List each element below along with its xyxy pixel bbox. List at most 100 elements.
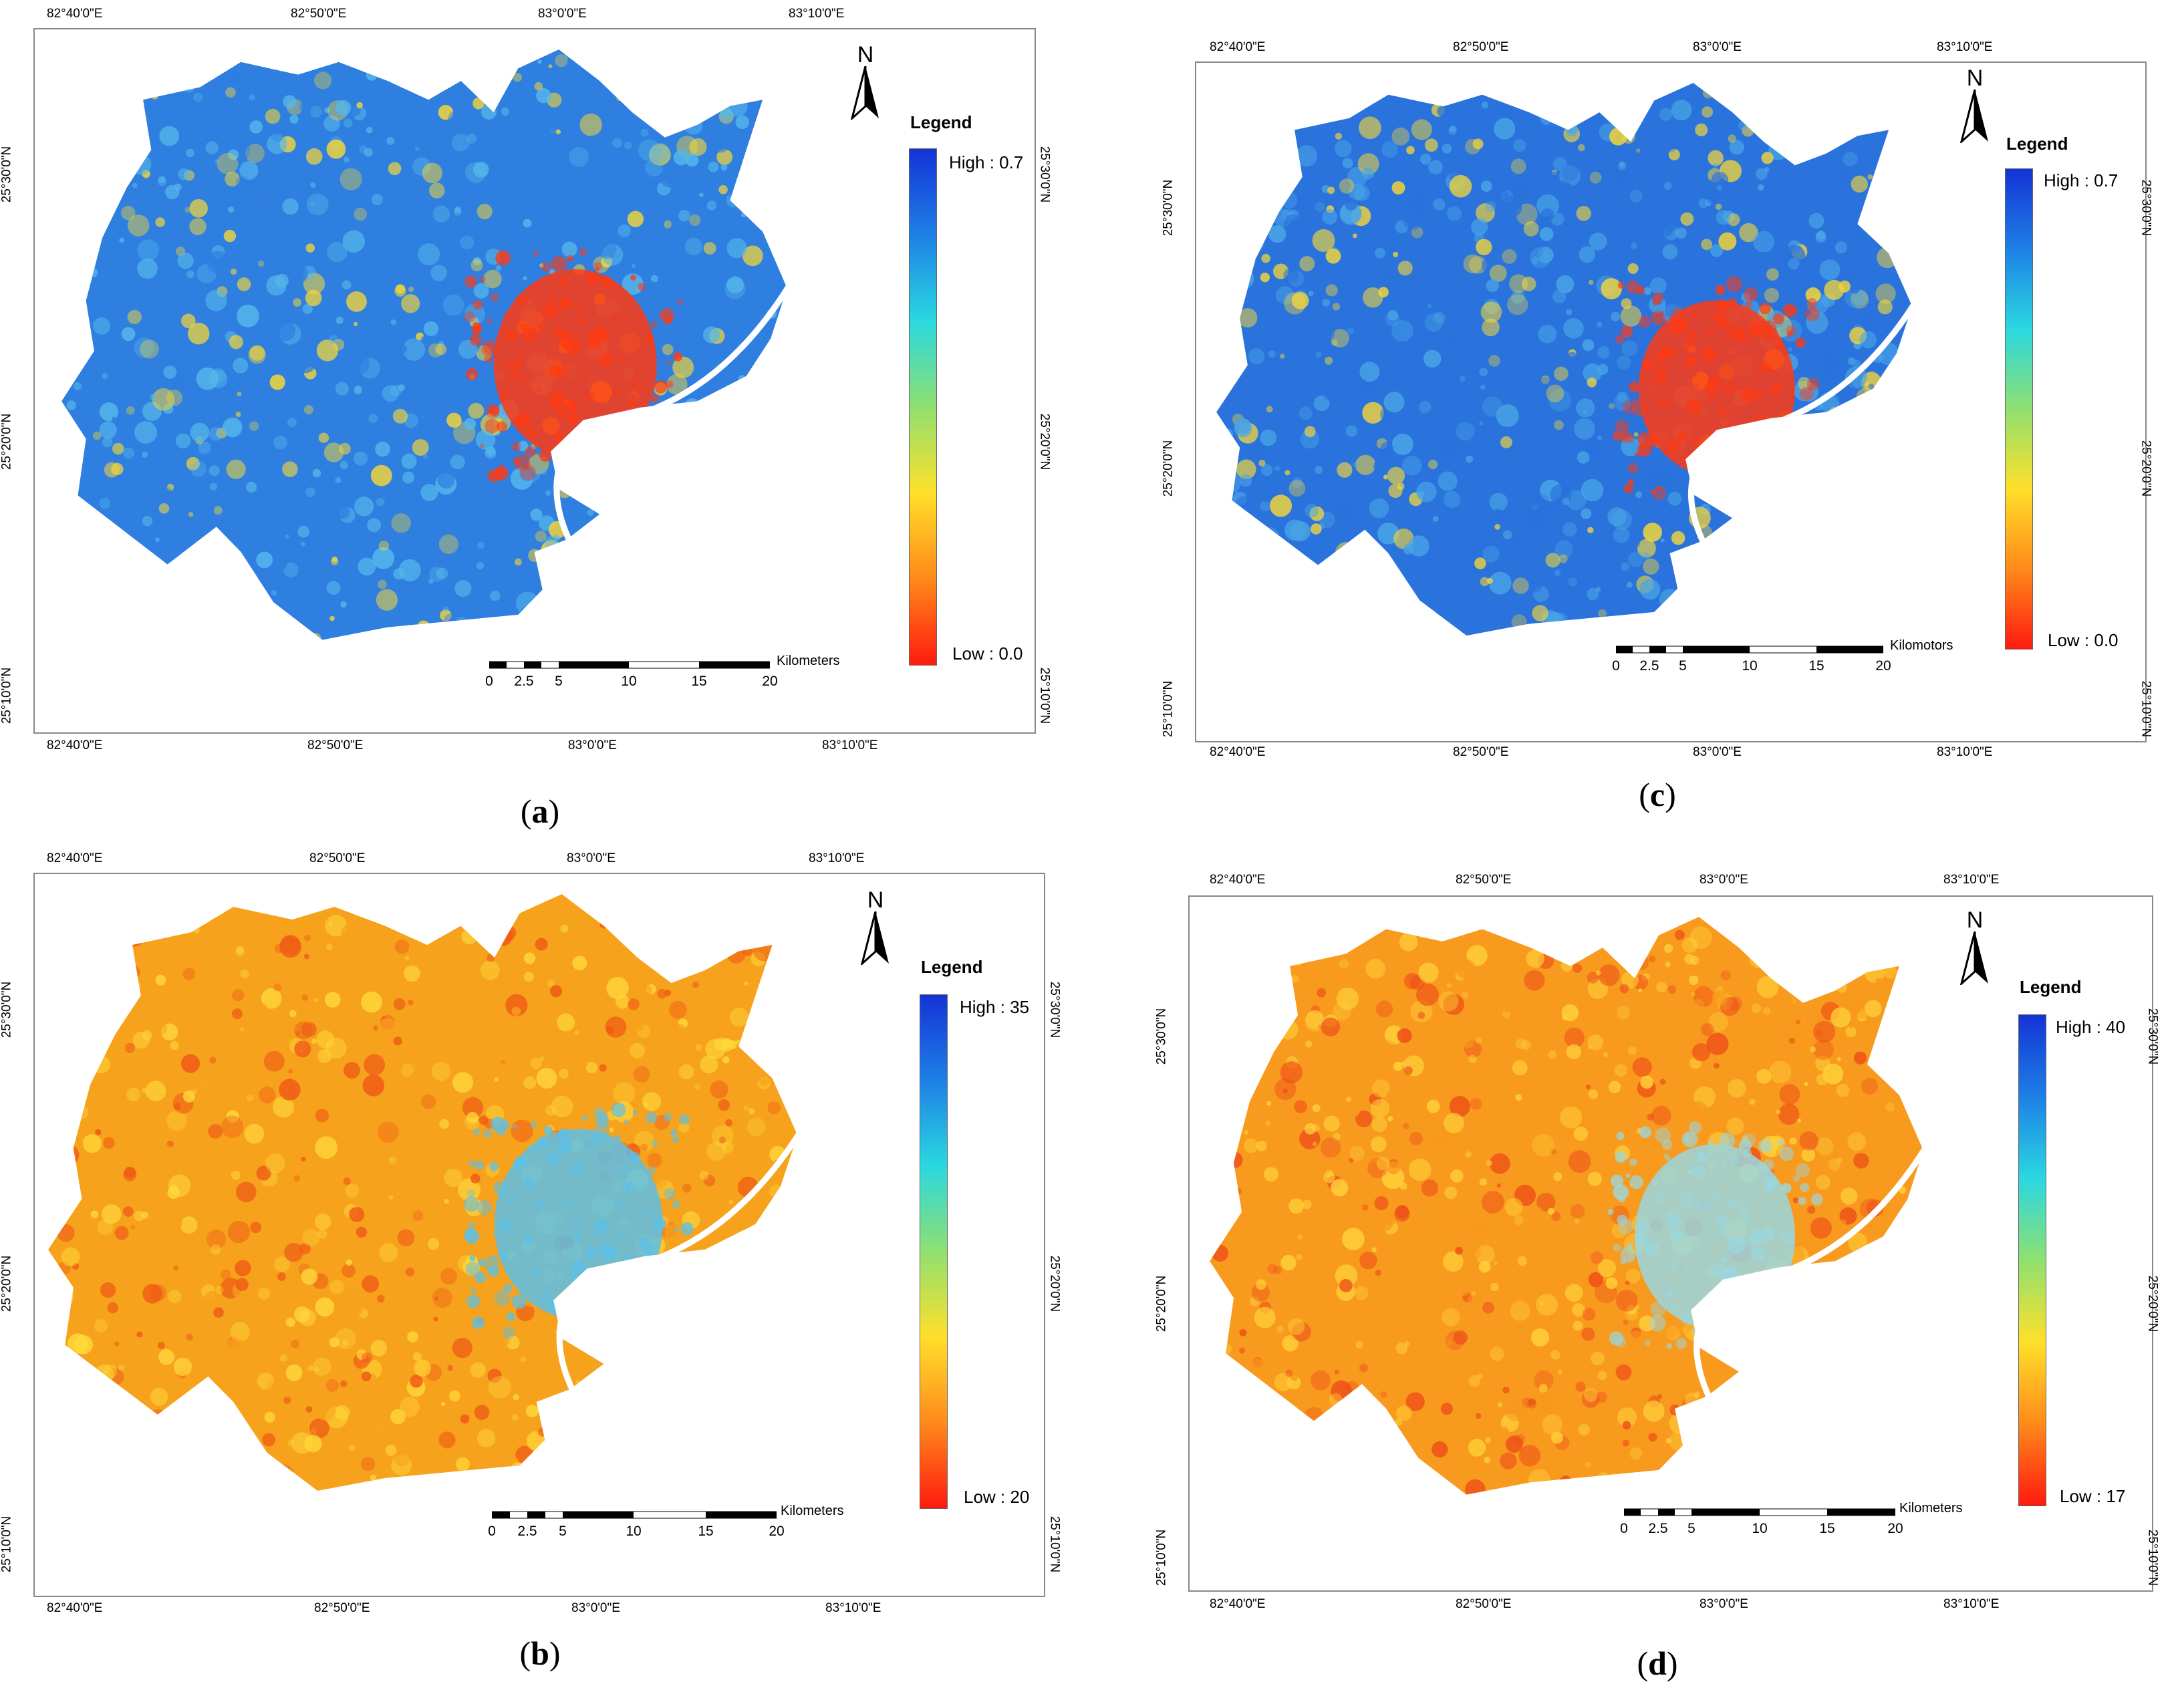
bottom-lon-label: 83°0'0"E [571, 1601, 620, 1615]
top-lon-label: 82°50'0"E [1453, 40, 1509, 54]
scale-tick-label: 20 [1887, 1521, 1903, 1536]
scale-tick-label: 15 [698, 1524, 714, 1539]
bottom-lon-label: 83°10'0"E [1943, 1597, 2000, 1611]
scale-tick-label: 2.5 [1639, 658, 1659, 674]
scale-tick-label: 0 [485, 674, 493, 689]
top-lon-label: 83°0'0"E [1700, 873, 1748, 887]
legend-title: Legend [910, 112, 972, 132]
bottom-lon-label: 83°0'0"E [1693, 745, 1742, 759]
scale-tick-label: 0 [1620, 1521, 1628, 1536]
scale-tick-label: 15 [1808, 658, 1824, 674]
scale-tick-label: 2.5 [517, 1524, 537, 1539]
scale-unit-label: Kilometers [1899, 1501, 1963, 1516]
right-lat-label: 25°30'0"N [2145, 1008, 2160, 1065]
top-lon-label: 82°50'0"E [1456, 873, 1512, 887]
top-lon-label: 83°10'0"E [789, 7, 845, 21]
map-area [61, 49, 787, 640]
left-lat-label: 25°10'0"N [1161, 680, 1176, 738]
scale-tick-label: 5 [1679, 658, 1687, 674]
scale-tick-label: 10 [621, 674, 637, 689]
bottom-lon-label: 83°10'0"E [1937, 745, 1993, 759]
north-label: N [1966, 65, 1984, 91]
scale-bar-graphic [491, 1511, 777, 1519]
map-raster [1210, 917, 1923, 1495]
left-lat-label: 25°30'0"N [1154, 1008, 1169, 1065]
legend-high-label: High : 35 [960, 997, 1030, 1017]
legend-color-ramp [909, 148, 937, 666]
top-lon-label: 83°0'0"E [1693, 40, 1742, 54]
left-lat-label: 25°10'0"N [0, 1516, 14, 1573]
scale-tick-label: 5 [555, 674, 563, 689]
north-arrow-icon [1959, 89, 1988, 145]
scale-bar: Kilometers 0 2.5 5 10 15 20 [485, 654, 839, 689]
legend-title: Legend [2020, 977, 2082, 997]
scale-tick-label: 20 [1875, 658, 1891, 674]
right-lat-label: 25°20'0"N [2139, 440, 2153, 497]
scale-bar-graphic [489, 661, 771, 669]
map-raster [48, 894, 798, 1491]
left-lat-label: 25°30'0"N [1161, 179, 1176, 237]
bottom-lon-label: 82°50'0"E [307, 738, 364, 752]
top-lon-label: 82°50'0"E [309, 851, 366, 865]
scale-tick-label: 0 [1612, 658, 1620, 674]
top-lon-label: 82°50'0"E [291, 7, 347, 21]
panel-d: 82°40'0"E 82°50'0"E 83°0'0"E 83°10'0"E 2… [1129, 869, 2172, 1708]
right-lat-label: 25°20'0"N [1047, 1255, 1062, 1312]
left-lat-label: 25°20'0"N [0, 1255, 14, 1312]
right-lat-label: 25°30'0"N [1047, 981, 1062, 1038]
top-lon-label: 82°40'0"E [47, 851, 103, 865]
map-area [1210, 917, 1923, 1495]
panel-caption: (d) [1637, 1645, 1678, 1682]
north-label: N [867, 887, 884, 913]
map-area [48, 894, 798, 1491]
scale-unit-label: Kilomotors [1890, 638, 1953, 653]
scale-unit-label: Kilometers [781, 1504, 844, 1518]
map-raster [1216, 83, 1913, 636]
legend-low-label: Low : 0.0 [952, 644, 1023, 664]
scale-tick-label: 2.5 [514, 674, 534, 689]
scale-bar-graphic [1623, 1508, 1896, 1516]
map-area [1216, 83, 1913, 636]
panel-caption: (c) [1639, 776, 1676, 813]
legend-color-ramp [2018, 1014, 2046, 1506]
legend-high-label: High : 0.7 [2044, 170, 2119, 190]
top-lon-label: 83°10'0"E [1943, 873, 2000, 887]
north-arrow: N [1955, 67, 1995, 146]
bottom-lon-label: 82°50'0"E [1453, 745, 1509, 759]
bottom-lon-label: 83°10'0"E [825, 1601, 881, 1615]
legend-low-label: Low : 20 [964, 1487, 1030, 1507]
legend-high-label: High : 40 [2056, 1017, 2126, 1037]
north-arrow-icon [850, 65, 879, 122]
scale-tick-label: 10 [626, 1524, 642, 1539]
bottom-lon-label: 82°40'0"E [1210, 745, 1266, 759]
map-raster [61, 49, 787, 640]
panel-c: 82°40'0"E 82°50'0"E 83°0'0"E 83°10'0"E 2… [1129, 27, 2172, 855]
left-lat-label: 25°10'0"N [0, 667, 14, 724]
north-arrow-icon [1959, 931, 1988, 987]
bottom-lon-label: 83°0'0"E [568, 738, 617, 752]
legend-title: Legend [2006, 134, 2068, 154]
map-frame [1188, 895, 2153, 1592]
bottom-lon-label: 82°40'0"E [47, 1601, 103, 1615]
right-lat-label: 25°10'0"N [1047, 1516, 1062, 1573]
map-frame [33, 873, 1045, 1597]
left-lat-label: 25°30'0"N [0, 981, 14, 1038]
top-lon-label: 82°40'0"E [1210, 40, 1266, 54]
scale-tick-label: 2.5 [1648, 1521, 1668, 1536]
top-lon-label: 83°10'0"E [809, 851, 865, 865]
legend-low-label: Low : 17 [2060, 1486, 2126, 1506]
top-lon-label: 82°40'0"E [1210, 873, 1266, 887]
bottom-lon-label: 83°10'0"E [822, 738, 878, 752]
legend-high-label: High : 0.7 [949, 152, 1024, 172]
bottom-lon-label: 82°50'0"E [314, 1601, 370, 1615]
north-arrow: N [845, 43, 886, 123]
caption-letter: c [1649, 776, 1665, 813]
legend-color-ramp [2005, 168, 2033, 650]
panel-caption: (b) [519, 1634, 561, 1672]
map-frame [33, 28, 1036, 734]
panel-b: 82°40'0"E 82°50'0"E 83°0'0"E 83°10'0"E 2… [0, 849, 1069, 1708]
left-lat-label: 25°30'0"N [0, 146, 14, 203]
scale-tick-label: 20 [762, 674, 778, 689]
right-lat-label: 25°10'0"N [1037, 667, 1052, 724]
scale-tick-label: 20 [769, 1524, 785, 1539]
